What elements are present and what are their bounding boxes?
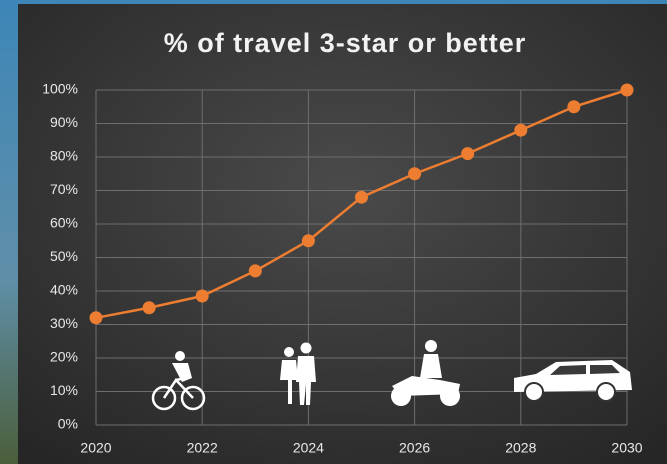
- chart-title: % of travel 3-star or better: [164, 28, 527, 58]
- y-tick-label: 40%: [50, 282, 78, 298]
- y-tick-label: 70%: [50, 181, 78, 197]
- cyclist-icon: [151, 351, 206, 411]
- data-point: [620, 83, 634, 97]
- x-tick-label: 2020: [80, 440, 111, 456]
- data-point: [195, 289, 209, 303]
- data-point: [514, 123, 528, 137]
- data-point: [567, 100, 581, 114]
- icons: [151, 340, 632, 411]
- y-tick-label: 50%: [50, 248, 78, 264]
- x-tick-label: 2022: [187, 440, 218, 456]
- y-tick-label: 20%: [50, 349, 78, 365]
- data-point: [301, 234, 315, 248]
- y-tick-label: 90%: [50, 114, 78, 130]
- plot: [89, 83, 634, 325]
- data-point: [142, 301, 156, 315]
- x-tick-label: 2026: [399, 440, 430, 456]
- couple-icon: [280, 342, 316, 405]
- x-tick-label: 2024: [293, 440, 324, 456]
- car-icon: [514, 360, 632, 402]
- y-tick-label: 60%: [50, 215, 78, 231]
- data-point: [89, 311, 103, 325]
- y-tick-label: 10%: [50, 382, 78, 398]
- y-tick-label: 0%: [58, 416, 78, 432]
- scooter-icon: [391, 340, 460, 406]
- y-tick-label: 80%: [50, 148, 78, 164]
- grid: 0% 10% 20% 30% 40% 50% 60% 70% 80% 90% 100% 2020 202…: [42, 81, 643, 456]
- chart-panel: [18, 4, 667, 464]
- y-tick-label: 30%: [50, 315, 78, 331]
- x-tick-label: 2030: [611, 440, 642, 456]
- x-tick-label: 2028: [505, 440, 536, 456]
- data-point: [355, 190, 368, 204]
- y-tick-label: 100%: [42, 81, 78, 97]
- data-point: [248, 264, 262, 278]
- data-point: [408, 167, 422, 181]
- data-point: [461, 147, 475, 161]
